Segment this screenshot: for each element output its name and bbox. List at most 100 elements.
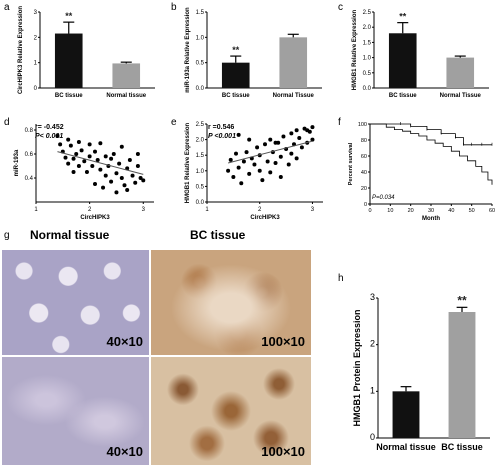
x-tick-label: 40 — [448, 208, 454, 214]
scatter-point — [122, 183, 127, 188]
scatter-point — [310, 137, 315, 142]
y-tick-label: 3 — [370, 292, 375, 302]
scatter-point — [71, 170, 76, 174]
x-tick-label: 60 — [489, 208, 495, 214]
y-tick-label: 2.5 — [363, 10, 372, 16]
y-axis-label: HMGB1 Protein Expression — [352, 309, 362, 426]
y-tick-label: 1.0 — [363, 56, 372, 62]
y-tick-label: 0.6 — [25, 152, 34, 158]
panel-letter-f: f — [338, 117, 341, 128]
scatter-point — [226, 168, 231, 173]
y-tick-label: 1.5 — [196, 153, 205, 159]
scatter-point — [135, 152, 140, 156]
scatter-point — [278, 175, 283, 180]
scatter-point — [260, 178, 265, 183]
scatter-point — [127, 158, 132, 162]
scatter-point — [117, 161, 122, 166]
y-tick-label: 0.0 — [363, 86, 372, 92]
x-tick-label: 2 — [88, 207, 92, 213]
y-tick-label: 0.0 — [196, 200, 205, 206]
panel-letter-a: a — [4, 2, 10, 13]
y-tick-label: 60 — [361, 154, 367, 160]
significance-label: ** — [232, 45, 240, 55]
scatter-point — [119, 176, 124, 180]
scatter-point — [268, 137, 273, 142]
scatter-point — [281, 134, 286, 139]
trend-line — [227, 140, 313, 164]
y-axis-label: Percent survival — [348, 142, 354, 185]
scatter-point — [68, 143, 73, 148]
significance-label: ** — [65, 11, 73, 21]
scatter-point — [74, 152, 79, 156]
scatter-point — [84, 170, 89, 174]
scatter-point — [289, 151, 294, 156]
scatter-point — [297, 136, 302, 141]
x-axis-label: CircHIPK3 — [80, 215, 110, 221]
significance-label: ** — [457, 293, 467, 307]
scatter-point — [98, 141, 103, 146]
category-label: BC tissue — [389, 93, 417, 99]
scatter-point — [66, 137, 71, 142]
y-axis-label: miR-193a Relative Expression — [185, 7, 191, 93]
scatter-point — [234, 151, 238, 156]
scatter-point — [87, 154, 92, 159]
category-label: Normal tissue — [376, 442, 436, 452]
panel-d-r-value: r= -0.452 — [35, 124, 64, 131]
y-tick-label: 2.0 — [363, 25, 372, 31]
scatter-point — [103, 154, 108, 159]
scatter-point — [58, 142, 63, 147]
scatter-point — [133, 180, 138, 185]
histology-normal-40x-2: 40×10 — [2, 357, 149, 465]
scatter-point — [252, 162, 257, 167]
y-tick-label: 0.5 — [363, 71, 372, 77]
bar — [279, 37, 308, 88]
chart-f-survival: 0 20 40 60 80 100 Percent survival 0 10 20 30 40 50 6… — [348, 122, 495, 222]
scatter-point — [228, 157, 233, 162]
scatter-point — [310, 125, 315, 130]
x-axis-label: CircHIPK3 — [250, 215, 280, 221]
panel-letter-h: h — [338, 273, 344, 284]
category-label: Normal Tissue — [273, 93, 315, 99]
y-tick-label: 2.0 — [196, 138, 205, 144]
x-tick-label: 30 — [428, 208, 434, 214]
y-tick-label: 0 — [34, 86, 38, 92]
y-axis-label: miR-193a — [14, 149, 20, 176]
y-axis-label: CircHIPK3 Relative Expression — [18, 6, 24, 94]
scatter-point — [79, 148, 84, 153]
y-tick-label: 20 — [361, 186, 367, 192]
scatter-point — [263, 142, 267, 147]
y-tick-label: 1.5 — [196, 10, 205, 16]
scatter-point — [63, 155, 68, 160]
category-label: BC tissue — [441, 442, 483, 452]
scatter-point — [119, 144, 124, 149]
scatter-point — [103, 173, 108, 178]
bar — [446, 57, 475, 88]
scatter-point — [98, 167, 103, 172]
histology-title-normal: Normal tissue — [30, 228, 110, 242]
scatter-point — [141, 178, 146, 183]
scatter-point — [299, 145, 304, 150]
x-tick-label: 20 — [408, 208, 414, 214]
x-axis-label: Month — [422, 216, 440, 222]
y-tick-label: 80 — [361, 138, 367, 144]
y-tick-label: 0 — [370, 432, 375, 442]
scatter-point — [265, 159, 270, 164]
y-tick-label: 3 — [34, 10, 38, 16]
chart-h-protein-bar: 0 1 2 3 HMGB1 Protein Expression Normal tissu… — [352, 292, 490, 452]
bar — [448, 312, 476, 438]
y-tick-label: 0.5 — [196, 61, 205, 67]
panel-f-p-value: P=0.034 — [372, 195, 395, 201]
y-tick-label: 2 — [370, 339, 375, 349]
x-tick-label: 1 — [34, 207, 38, 213]
y-tick-label: 1 — [370, 385, 375, 395]
y-tick-label: 2 — [34, 35, 38, 41]
scatter-point — [247, 137, 252, 142]
category-label: BC tissue — [55, 93, 83, 99]
y-tick-label: 1 — [34, 61, 38, 67]
chart-c-hmgb1-bar: 0.0 0.5 1.0 1.5 2.0 2.5 HMGB1 Relative Express… — [352, 9, 489, 99]
scatter-point — [87, 142, 92, 147]
scatter-point — [289, 131, 294, 136]
panel-d-p-value: P< 0.001 — [35, 133, 64, 140]
scatter-point — [109, 179, 114, 184]
scatter-point — [130, 173, 135, 178]
